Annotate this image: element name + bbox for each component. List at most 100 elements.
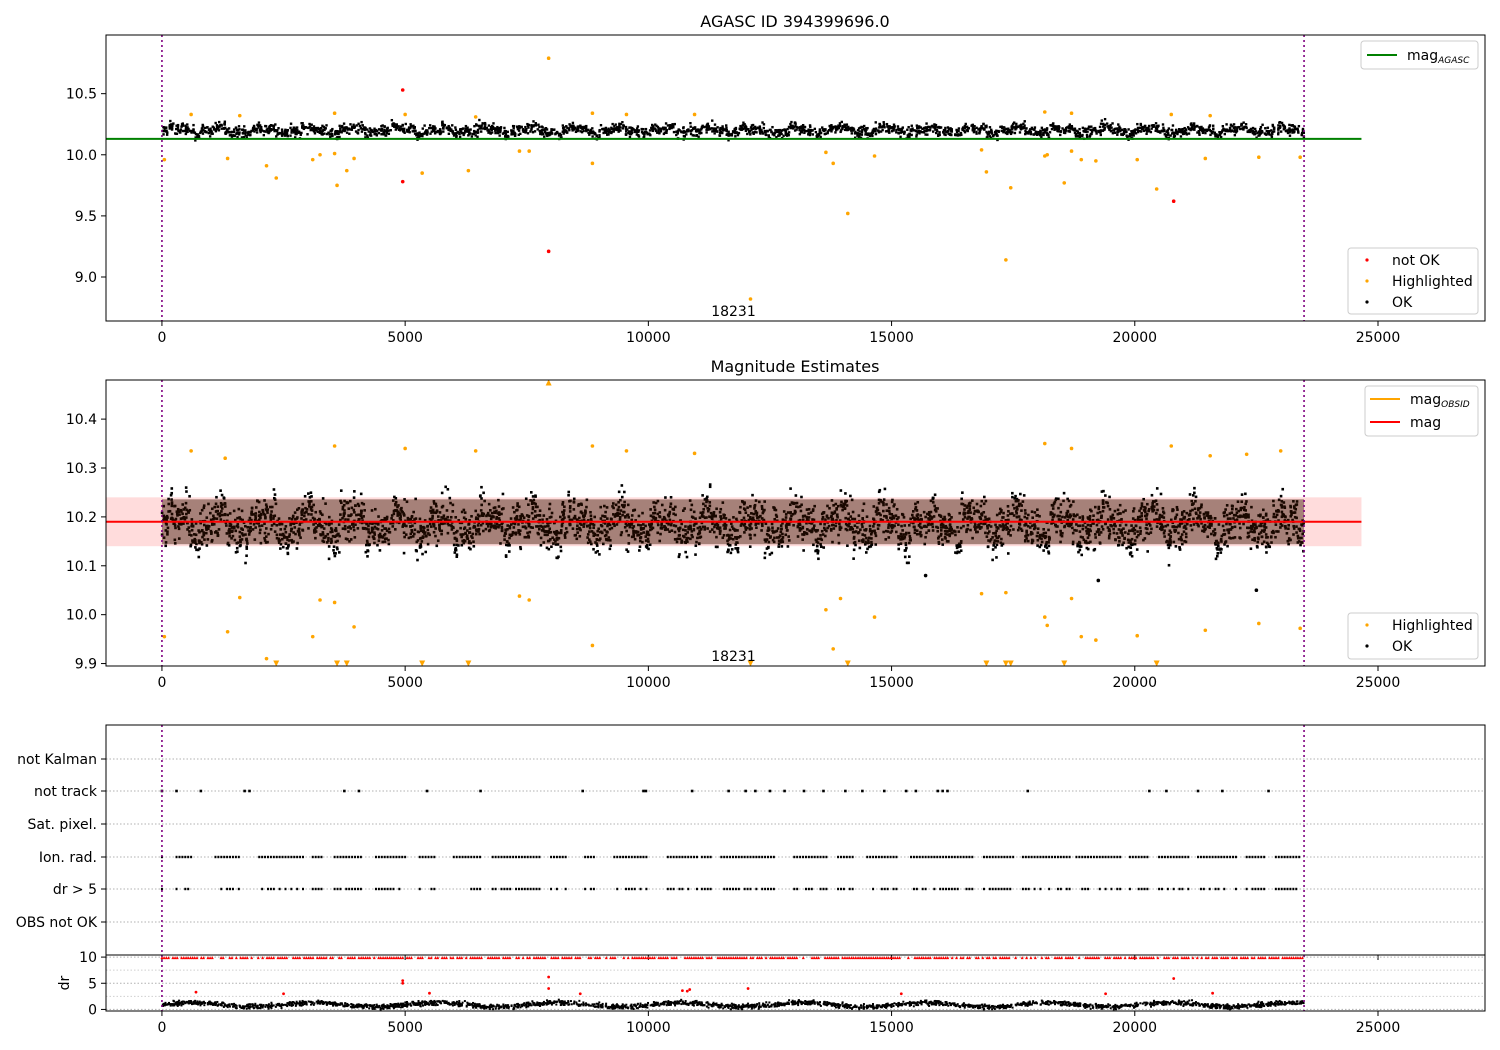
dr-outlier-point [1104, 992, 1107, 996]
clipped-highlighted-marker [983, 660, 990, 666]
highlighted-point [748, 297, 753, 301]
y-tick-label: 9.9 [75, 657, 97, 673]
highlighted-point [237, 595, 242, 600]
top-line-legend: magAGASC [1360, 40, 1479, 70]
highlighted-point [420, 171, 424, 175]
highlighted-point [546, 56, 551, 61]
middle-point-legend: Highlighted OK [1347, 612, 1479, 660]
not-track-flag [1221, 789, 1224, 793]
y-tick-label: 9.0 [75, 270, 97, 286]
flag-category-label: dr > 5 [53, 882, 97, 898]
highlighted-point [1244, 452, 1249, 457]
highlighted-point [517, 149, 522, 153]
dr-outlier-point [547, 975, 551, 979]
ok-outlier-point [1254, 588, 1259, 593]
y-tick-label: 10.5 [66, 87, 97, 103]
highlighted-point [872, 154, 877, 158]
x-tick-label: 5000 [387, 1020, 423, 1036]
not-track-flag [248, 789, 251, 793]
highlighted-point [1169, 112, 1174, 117]
clipped-highlighted-marker [465, 660, 472, 666]
dr-outlier-point [1211, 991, 1215, 995]
legend-mag-agasc: magAGASC [1407, 48, 1470, 66]
flag-category-label: not track [34, 784, 98, 800]
flag-category-label: Ion. rad. [39, 850, 97, 866]
x-tick-label: 0 [157, 330, 166, 346]
highlighted-point [1135, 157, 1140, 162]
not-track-flag [581, 789, 584, 793]
y-tick-label: 10.1 [66, 559, 97, 575]
highlighted-point [352, 625, 356, 629]
highlighted-point [318, 598, 322, 602]
middle-observation-count-label: 18231 [711, 649, 756, 665]
highlighted-point [189, 449, 193, 453]
highlighted-point [1208, 113, 1212, 118]
y-tick-label: 10.0 [66, 148, 97, 164]
highlighted-point [1004, 590, 1008, 595]
not-track-flag [357, 789, 361, 793]
highlighted-point [1069, 596, 1074, 601]
highlighted-point [237, 113, 242, 118]
middle-axes-frame [105, 379, 1486, 667]
legend-ok: OK [1392, 295, 1413, 311]
ok-outlier-point [1096, 578, 1101, 583]
not-track-flag [861, 789, 864, 793]
flags-panel: not Kalman not track Sat. pixel. Ion. rad. d… [16, 724, 1486, 960]
highlighted-point [335, 183, 339, 188]
not-track-flag [1267, 789, 1270, 793]
highlighted-point [590, 111, 595, 116]
clipped-highlighted-marker [747, 660, 754, 666]
agasc-magnitude-panel: AGASC ID 394399696.0 0 5000 10000 15000 2000… [66, 12, 1486, 346]
highlighted-point [527, 598, 531, 602]
highlighted-point [352, 156, 356, 161]
highlighted-point [1042, 441, 1047, 446]
not-ok-point [400, 88, 405, 92]
highlighted-point [1278, 449, 1283, 453]
highlighted-point [223, 456, 227, 461]
clipped-highlighted-marker [334, 660, 341, 666]
x-tick-label: 25000 [1356, 675, 1401, 691]
highlighted-point [624, 112, 629, 117]
dr-outlier-point [401, 981, 405, 985]
middle-panel-title: Magnitude Estimates [711, 357, 880, 376]
highlighted-point [1042, 615, 1047, 619]
legend-mag: mag [1410, 415, 1441, 431]
clipped-highlighted-marker [1002, 660, 1009, 666]
highlighted-point [1203, 628, 1208, 633]
highlighted-point [692, 112, 697, 117]
highlighted-point [274, 176, 279, 180]
clipped-highlighted-marker [1061, 660, 1068, 666]
highlighted-point [1069, 149, 1074, 153]
highlighted-point [692, 451, 697, 456]
highlighted-point [162, 157, 167, 162]
highlighted-point [264, 163, 269, 168]
top-panel-title: AGASC ID 394399696.0 [700, 12, 889, 31]
highlighted-point [473, 449, 478, 453]
highlighted-point [318, 152, 322, 157]
y-tick-label: 5 [88, 976, 97, 992]
not-track-flag [882, 789, 886, 793]
not-track-flag [175, 789, 178, 793]
x-tick-label: 0 [157, 1020, 166, 1036]
not-track-flag [425, 789, 429, 793]
highlighted-point [332, 600, 337, 605]
highlighted-point [225, 156, 230, 161]
highlighted-point [225, 629, 230, 634]
highlighted-point [162, 634, 167, 639]
highlighted-point [1203, 156, 1208, 161]
highlighted-point [1069, 111, 1074, 116]
highlighted-point [984, 170, 989, 174]
dr-outlier-point [1172, 977, 1176, 980]
not-track-flag [642, 789, 645, 793]
highlighted-point [189, 112, 193, 117]
y-tick-label: 10.0 [66, 608, 97, 624]
dr-outlier-point [688, 988, 692, 991]
not-track-flag [343, 789, 346, 793]
legend-ok-mid: OK [1392, 639, 1413, 655]
legend-highlighted: Highlighted [1392, 274, 1473, 290]
flag-category-label: not Kalman [17, 752, 97, 768]
dr-axis-label: dr [57, 975, 73, 990]
highlighted-point [1154, 187, 1159, 191]
highlighted-point [872, 615, 877, 619]
clipped-highlighted-marker [545, 380, 552, 386]
